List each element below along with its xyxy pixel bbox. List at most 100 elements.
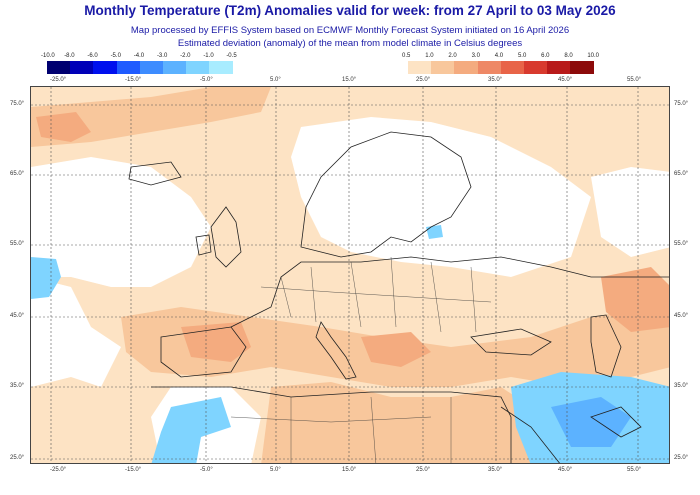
legend-color-box [570, 61, 594, 74]
lon-label-top: 45.0° [558, 77, 573, 83]
legend-color-box [408, 61, 432, 74]
coastline-scandinavia [300, 131, 472, 258]
lat-label-left: 75.0° [10, 101, 25, 107]
legend-color-box [186, 61, 210, 74]
lat-label-left: 65.0° [10, 171, 25, 177]
legend-label: 2.0 [448, 53, 457, 59]
lat-label-left: 25.0° [10, 455, 25, 461]
graticule [31, 87, 669, 463]
legend-label: -2.0 [180, 53, 191, 59]
legend-color-box [209, 61, 233, 74]
lon-label-top: 5.0° [270, 77, 281, 83]
anomaly-zone-cold-mideast [551, 397, 631, 447]
anomaly-zone-strong-warm-balkans [361, 332, 431, 367]
lat-label-left: 45.0° [10, 313, 25, 319]
lon-label-bottom: 35.0° [488, 467, 503, 473]
lon-label-bottom: -25.0° [50, 467, 67, 473]
legend-color-box [70, 61, 94, 74]
legend-swatch: 8.0 10.0 [564, 53, 599, 75]
coastline-italy [315, 321, 357, 380]
legend-color-box [162, 61, 187, 74]
legend-label: -4.0 [133, 53, 145, 59]
lon-label-top: -15.0° [125, 77, 142, 83]
coastline-caspian [590, 314, 622, 378]
legend-label: 6.0 [541, 53, 550, 59]
anomaly-zone-strong-warm-east [601, 267, 669, 332]
coastlines [128, 131, 669, 463]
lat-label-right: 45.0° [674, 313, 689, 319]
lon-label-top: 15.0° [342, 77, 357, 83]
lon-label-top: 25.0° [416, 77, 431, 83]
anomaly-zone-cool-atlantic [31, 257, 61, 299]
coastline-red-sea [500, 406, 560, 463]
legend-swatch: 2.0 [448, 53, 478, 75]
lon-label-bottom: 5.0° [270, 467, 281, 473]
legend-color-box [93, 61, 117, 74]
legend-swatch: 4.0 [495, 53, 524, 75]
lon-label-top: 35.0° [488, 77, 503, 83]
neutral-zone-ireland-sea [31, 172, 101, 207]
map-subtitle-source: Map processed by EFFIS System based on E… [130, 25, 570, 36]
lat-label-right: 35.0° [674, 383, 689, 389]
lon-label-bottom: -5.0° [200, 467, 213, 473]
lon-label-bottom: 25.0° [416, 467, 431, 473]
lon-label-bottom: 45.0° [558, 467, 573, 473]
legend-color-box [116, 61, 140, 74]
legend-label: -3.0 [156, 53, 168, 59]
neutral-zone-east [591, 167, 669, 257]
map-subtitle-description: Estimated deviation (anomaly) of the mea… [177, 38, 523, 49]
legend-label: -0.5 [226, 53, 237, 59]
coastline-black-sea [470, 328, 552, 356]
legend-color-box [500, 61, 524, 74]
legend-color-box [547, 61, 571, 74]
map-title: Monthly Temperature (T2m) Anomalies vali… [84, 3, 616, 18]
legend-swatch: 5.0 [518, 53, 548, 75]
coastline-persian-gulf [590, 406, 642, 438]
legend-color-box [523, 61, 548, 74]
lat-label-right: 55.0° [674, 241, 689, 247]
lat-label-left: 35.0° [10, 383, 25, 389]
legend-label: 10.0 [587, 53, 599, 59]
legend-negative: -10.0 -8.0 -6.0 -5.0 -4.0 -3.0 -2.0 -1.0 -0.5 [41, 53, 237, 75]
map-canvas [31, 87, 669, 463]
lat-label-left: 55.0° [10, 241, 25, 247]
legend-label: -6.0 [87, 53, 98, 59]
legend-label: 3.0 [471, 53, 480, 59]
legend-color-box [477, 61, 501, 74]
legend-swatch: -2.0 [180, 53, 210, 75]
neutral-zone-scandinavia [291, 117, 591, 277]
lon-label-top: 55.0° [627, 77, 642, 83]
legend-swatch: -10.0 [41, 53, 71, 75]
anomaly-map [30, 86, 670, 464]
lat-label-right: 65.0° [674, 171, 689, 177]
country-borders [230, 256, 492, 463]
legend-label: -8.0 [64, 53, 75, 59]
legend-swatch: -1.0 -0.5 [203, 53, 237, 75]
legend-swatch: -8.0 [64, 53, 94, 75]
lon-label-top: -25.0° [50, 77, 67, 83]
lon-label-bottom: 15.0° [342, 467, 357, 473]
lat-label-right: 25.0° [674, 455, 689, 461]
legend-swatch: 3.0 [472, 53, 501, 75]
coastline-continental [230, 256, 669, 328]
legend-swatch: -6.0 [87, 53, 117, 75]
lon-label-bottom: 55.0° [627, 467, 642, 473]
anomaly-zone-warm-africa [261, 382, 541, 463]
anomaly-zone-cool-baltic [426, 225, 443, 239]
legend-swatch: -3.0 [157, 53, 187, 75]
legend-label: 8.0 [564, 53, 573, 59]
legend-label: 1.0 [425, 53, 434, 59]
coastline-iceland [128, 161, 182, 186]
anomaly-zone-cool-west-africa [151, 397, 231, 463]
lon-label-bottom: -15.0° [125, 467, 142, 473]
coastline-africa [151, 386, 512, 463]
legend-label: -5.0 [110, 53, 121, 59]
legend-color-box [139, 61, 163, 74]
legend-swatch: 6.0 [541, 53, 571, 75]
legend-swatch: 1.0 [425, 53, 455, 75]
coastline-british-isles [195, 206, 242, 268]
legend-label: -1.0 [203, 53, 214, 59]
legend-color-box [454, 61, 478, 74]
legend-swatch: -4.0 [134, 53, 163, 75]
lon-label-top: -5.0° [200, 77, 213, 83]
